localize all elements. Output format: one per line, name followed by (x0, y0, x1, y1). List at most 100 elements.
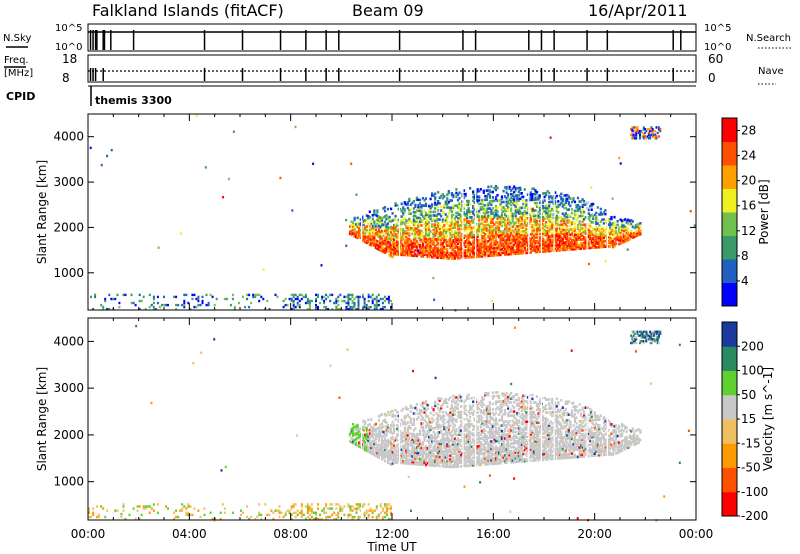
rti-cell (464, 245, 467, 248)
rti-cell (573, 209, 577, 213)
rti-cell (479, 441, 482, 444)
rti-cell (608, 245, 612, 248)
rti-cell (414, 436, 417, 440)
rti-cell (441, 437, 444, 440)
rti-cell (437, 227, 440, 230)
rti-cell (423, 450, 426, 454)
rti-cell (453, 240, 456, 244)
rti-cell (447, 422, 450, 426)
rti-cell (514, 225, 517, 228)
rti-cell (531, 225, 534, 229)
rti-cell (374, 443, 377, 446)
rti-cell (507, 242, 510, 245)
nsearch-tick-top: 10^5 (704, 23, 731, 34)
rti-cell (426, 233, 429, 237)
rti-cell (195, 114, 198, 117)
rti-cell (402, 435, 405, 439)
rti-cell (513, 185, 516, 188)
rti-cell (532, 227, 536, 230)
rti-cell (397, 429, 400, 433)
rti-cell (484, 220, 487, 223)
rti-cell (424, 204, 428, 208)
rti-cell (370, 440, 373, 444)
rti-cell (424, 454, 428, 457)
rti-cell (380, 458, 384, 461)
rti-cell (441, 410, 444, 414)
rti-cell (453, 401, 456, 405)
rti-cell (435, 232, 438, 236)
rti-cell (516, 187, 519, 190)
rti-cell (621, 241, 624, 244)
rti-cell (482, 209, 485, 213)
rti-cell (391, 242, 394, 246)
rti-cell (397, 446, 400, 450)
rti-cell (423, 249, 426, 253)
rti-cell (412, 254, 415, 257)
rti-cell (432, 243, 435, 246)
rti-cell (505, 200, 508, 204)
rti-cell (514, 245, 517, 248)
rti-cell (201, 295, 204, 299)
rti-cell (438, 431, 441, 434)
rti-cell (573, 244, 577, 247)
rti-cell (455, 433, 458, 437)
rti-cell (403, 230, 406, 233)
rti-cell (487, 201, 490, 205)
rti-cell (446, 435, 449, 439)
rti-cell (587, 212, 590, 215)
rti-cell (452, 426, 455, 429)
rti-cell (456, 220, 460, 224)
rti-cell (356, 236, 359, 240)
rti-cell (561, 237, 564, 241)
rti-cell (447, 398, 450, 401)
rti-cell (443, 206, 446, 209)
rti-cell (443, 195, 446, 198)
rti-cell (446, 257, 449, 260)
rti-cell (317, 305, 319, 309)
rti-cell (424, 402, 428, 405)
rti-cell (411, 460, 414, 464)
rti-cell (542, 248, 545, 252)
rti-cell (466, 440, 469, 443)
rti-cell (508, 218, 511, 221)
rti-cell (467, 393, 470, 396)
rti-cell (593, 231, 596, 235)
rti-cell (371, 299, 374, 303)
rti-cell (516, 226, 519, 230)
rti-cell (523, 237, 526, 240)
rti-cell (466, 232, 469, 236)
rti-cell (386, 438, 390, 442)
rti-cell (469, 408, 472, 411)
rti-cell (456, 226, 460, 229)
rti-cell (437, 434, 440, 438)
rti-cell (455, 251, 458, 255)
rti-cell (443, 446, 446, 449)
rti-cell (476, 407, 479, 411)
rti-cell (575, 231, 578, 234)
rti-cell (367, 435, 370, 438)
rti-cell (542, 219, 545, 222)
rti-cell (507, 194, 510, 198)
rti-cell (496, 242, 499, 246)
rti-cell (479, 444, 482, 448)
rti-cell (517, 212, 520, 215)
rti-cell (484, 251, 487, 254)
rti-cell (464, 256, 467, 259)
rti-cell (412, 239, 415, 243)
rti-cell (441, 227, 444, 231)
rti-cell (604, 220, 607, 223)
rti-cell (542, 250, 545, 253)
rti-cell (564, 223, 567, 226)
rti-cell (455, 244, 458, 247)
rti-cell (377, 231, 380, 235)
rti-cell (397, 414, 400, 418)
rti-cell (383, 446, 387, 450)
rti-cell (373, 440, 376, 444)
rti-cell (647, 137, 650, 140)
rti-cell (231, 293, 234, 297)
rti-cell (421, 197, 425, 200)
rti-cell (516, 194, 519, 197)
rti-cell (449, 458, 452, 461)
rti-cell (418, 461, 422, 464)
rti-cell (455, 407, 458, 410)
